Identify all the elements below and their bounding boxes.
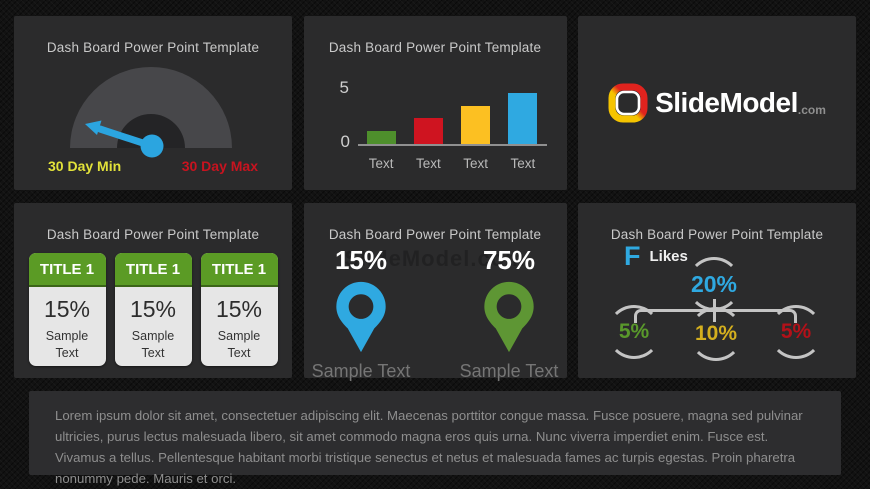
panel-cards: Dash Board Power Point Template TITLE 1 … bbox=[14, 203, 292, 378]
pin-stats: 15% Sample Text 75% Sample Text bbox=[304, 245, 567, 382]
panel-pins: Dash Board Power Point Template SlideMod… bbox=[303, 203, 567, 381]
slidemodel-logo: SlideModel.com bbox=[578, 16, 856, 190]
tree-child-2-value: 10% bbox=[694, 322, 738, 345]
bar-series-2 bbox=[413, 118, 443, 144]
panel-gauge-title: Dash Board Power Point Template bbox=[46, 40, 260, 55]
pin-2-caption: Sample Text bbox=[459, 361, 559, 381]
bar-plot-area bbox=[357, 80, 547, 146]
y-axis-tick-max: 5 bbox=[339, 78, 349, 97]
tree-root-value: 20% bbox=[690, 270, 738, 297]
stat-card-1-caption: Sample Text bbox=[45, 329, 89, 360]
stat-card-3-caption: Sample Text bbox=[217, 329, 261, 360]
panel-bar-chart: Dash Board Power Point Template 5 0 Text… bbox=[303, 16, 567, 190]
footer-paragraph: Lorem ipsum dolor sit amet, consectetuer… bbox=[29, 391, 841, 486]
stat-card-2-header: TITLE 1 bbox=[114, 253, 192, 287]
gauge-needle-hub bbox=[140, 134, 164, 158]
tree-child-3-value: 5% bbox=[780, 320, 812, 343]
likes-label: Likes bbox=[649, 248, 688, 265]
pin-group-1: 15% Sample Text bbox=[309, 245, 413, 382]
x-axis-labels: Text Text Text Text bbox=[358, 156, 547, 171]
tree-child-node-2: 10% bbox=[689, 307, 743, 361]
panel-bar-chart-title: Dash Board Power Point Template bbox=[328, 40, 542, 55]
stat-card-1: TITLE 1 15% Sample Text bbox=[28, 253, 106, 366]
slidemodel-logo-icon bbox=[608, 83, 648, 123]
panel-likes-title: Dash Board Power Point Template bbox=[610, 227, 824, 242]
gauge-min-label: 30 Day Min bbox=[48, 158, 122, 174]
stat-card-2: TITLE 1 15% Sample Text bbox=[114, 253, 192, 366]
facebook-icon: F bbox=[624, 241, 641, 271]
bar-series-4 bbox=[508, 92, 538, 144]
pin-group-2: 75% Sample Text bbox=[457, 245, 561, 382]
tree-child-node-3: 5% bbox=[769, 305, 823, 359]
likes-header: F Likes bbox=[624, 243, 688, 270]
bar-series-3 bbox=[461, 105, 491, 144]
watermark-text: SlideModel.com bbox=[344, 246, 526, 271]
map-pin-icon-blue bbox=[336, 281, 386, 353]
bar-series-1 bbox=[366, 131, 396, 144]
tree-child-node-1: 5% bbox=[607, 305, 661, 359]
gauge-labels: 30 Day Min 30 Day Max bbox=[14, 158, 292, 174]
tree-child-1-value: 5% bbox=[618, 320, 650, 343]
pin-2-value: 75% bbox=[482, 245, 536, 275]
x-axis-label-4: Text bbox=[510, 156, 536, 171]
stat-card-3-value: 15% bbox=[215, 296, 263, 322]
gauge-chart bbox=[70, 67, 232, 158]
x-axis-label-2: Text bbox=[415, 156, 441, 171]
panel-gauge: Dash Board Power Point Template 30 Day M… bbox=[14, 16, 292, 190]
brand-name: SlideModel bbox=[655, 87, 798, 118]
x-axis-label-1: Text bbox=[368, 156, 394, 171]
stat-card-1-value: 15% bbox=[43, 296, 91, 322]
gauge-arc bbox=[70, 67, 232, 148]
stat-cards: TITLE 1 15% Sample Text TITLE 1 15% Samp… bbox=[14, 253, 292, 366]
stat-card-1-header: TITLE 1 bbox=[28, 253, 106, 287]
stat-card-2-caption: Sample Text bbox=[131, 329, 175, 360]
panel-pins-title: Dash Board Power Point Template bbox=[328, 227, 542, 242]
x-axis-label-3: Text bbox=[463, 156, 488, 171]
map-pin-icon-green bbox=[484, 281, 534, 353]
panel-cards-title: Dash Board Power Point Template bbox=[46, 227, 260, 242]
panel-logo: SlideModel.com bbox=[578, 16, 856, 190]
stat-card-3-header: TITLE 1 bbox=[200, 253, 278, 287]
panel-likes-tree: Dash Board Power Point Template F Likes … bbox=[578, 203, 856, 378]
y-axis-tick-min: 0 bbox=[340, 132, 350, 151]
gauge-needle-arrowhead bbox=[85, 120, 102, 135]
stat-card-3: TITLE 1 15% Sample Text bbox=[200, 253, 278, 366]
gauge-max-label: 30 Day Max bbox=[181, 158, 258, 174]
tree-root-node: 20% bbox=[687, 257, 741, 311]
slidemodel-logo-text: SlideModel.com bbox=[655, 87, 826, 119]
pin-1-caption: Sample Text bbox=[311, 361, 411, 381]
brand-tld: .com bbox=[797, 103, 826, 117]
stat-card-2-value: 15% bbox=[129, 296, 177, 322]
pin-1-value: 15% bbox=[334, 245, 388, 275]
